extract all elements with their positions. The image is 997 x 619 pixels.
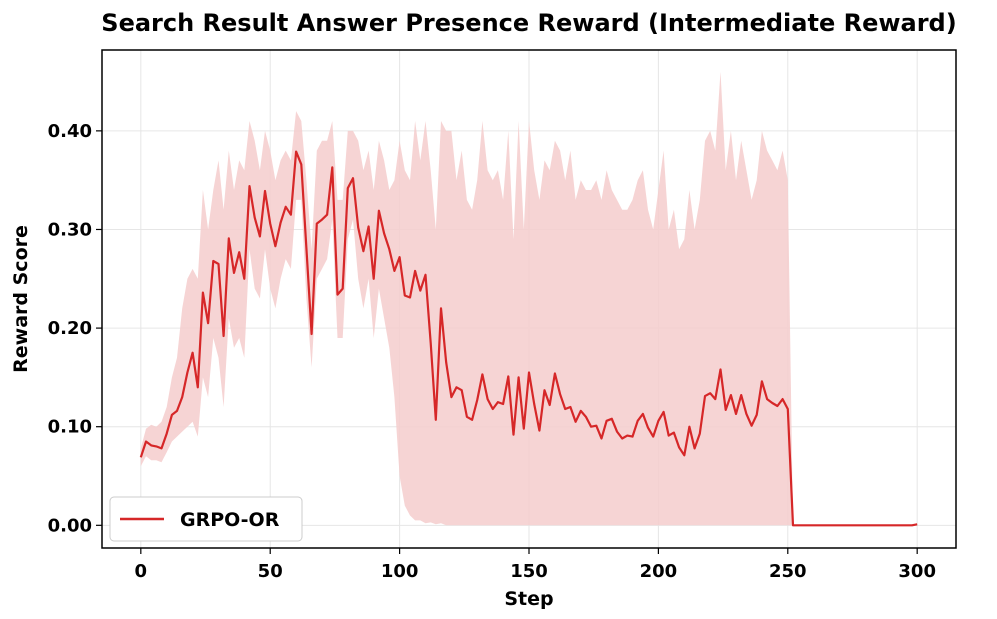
series-line-grpo-or [139,150,918,527]
y-tick-label: 0.10 [48,417,92,438]
chart-title: Search Result Answer Presence Reward (In… [101,9,956,37]
y-tick-label: 0.20 [48,318,92,339]
std-band [140,71,918,526]
std-band-area [140,71,918,526]
legend-box [109,496,303,542]
x-tick-label: 200 [640,561,678,582]
x-tick-label: 0 [135,561,148,582]
x-tick-label: 100 [381,561,419,582]
x-tick-label: 50 [258,561,283,582]
x-tick-label: 150 [510,561,548,582]
y-tick-label: 0.00 [48,515,92,536]
x-tick-label: 300 [898,561,936,582]
x-tick-label: 250 [769,561,807,582]
y-tick-label: 0.40 [48,121,92,142]
x-axis: 0 50 100 150 200 250 300 [135,548,936,582]
legend-label: GRPO-OR [180,509,280,531]
y-axis-label: Reward Score [10,225,32,373]
x-axis-label: Step [504,588,553,610]
legend: GRPO-OR [109,496,303,542]
series-lines [139,150,918,527]
y-axis: 0.00 0.10 0.20 0.30 0.40 [48,121,102,536]
y-tick-label: 0.30 [48,219,92,240]
